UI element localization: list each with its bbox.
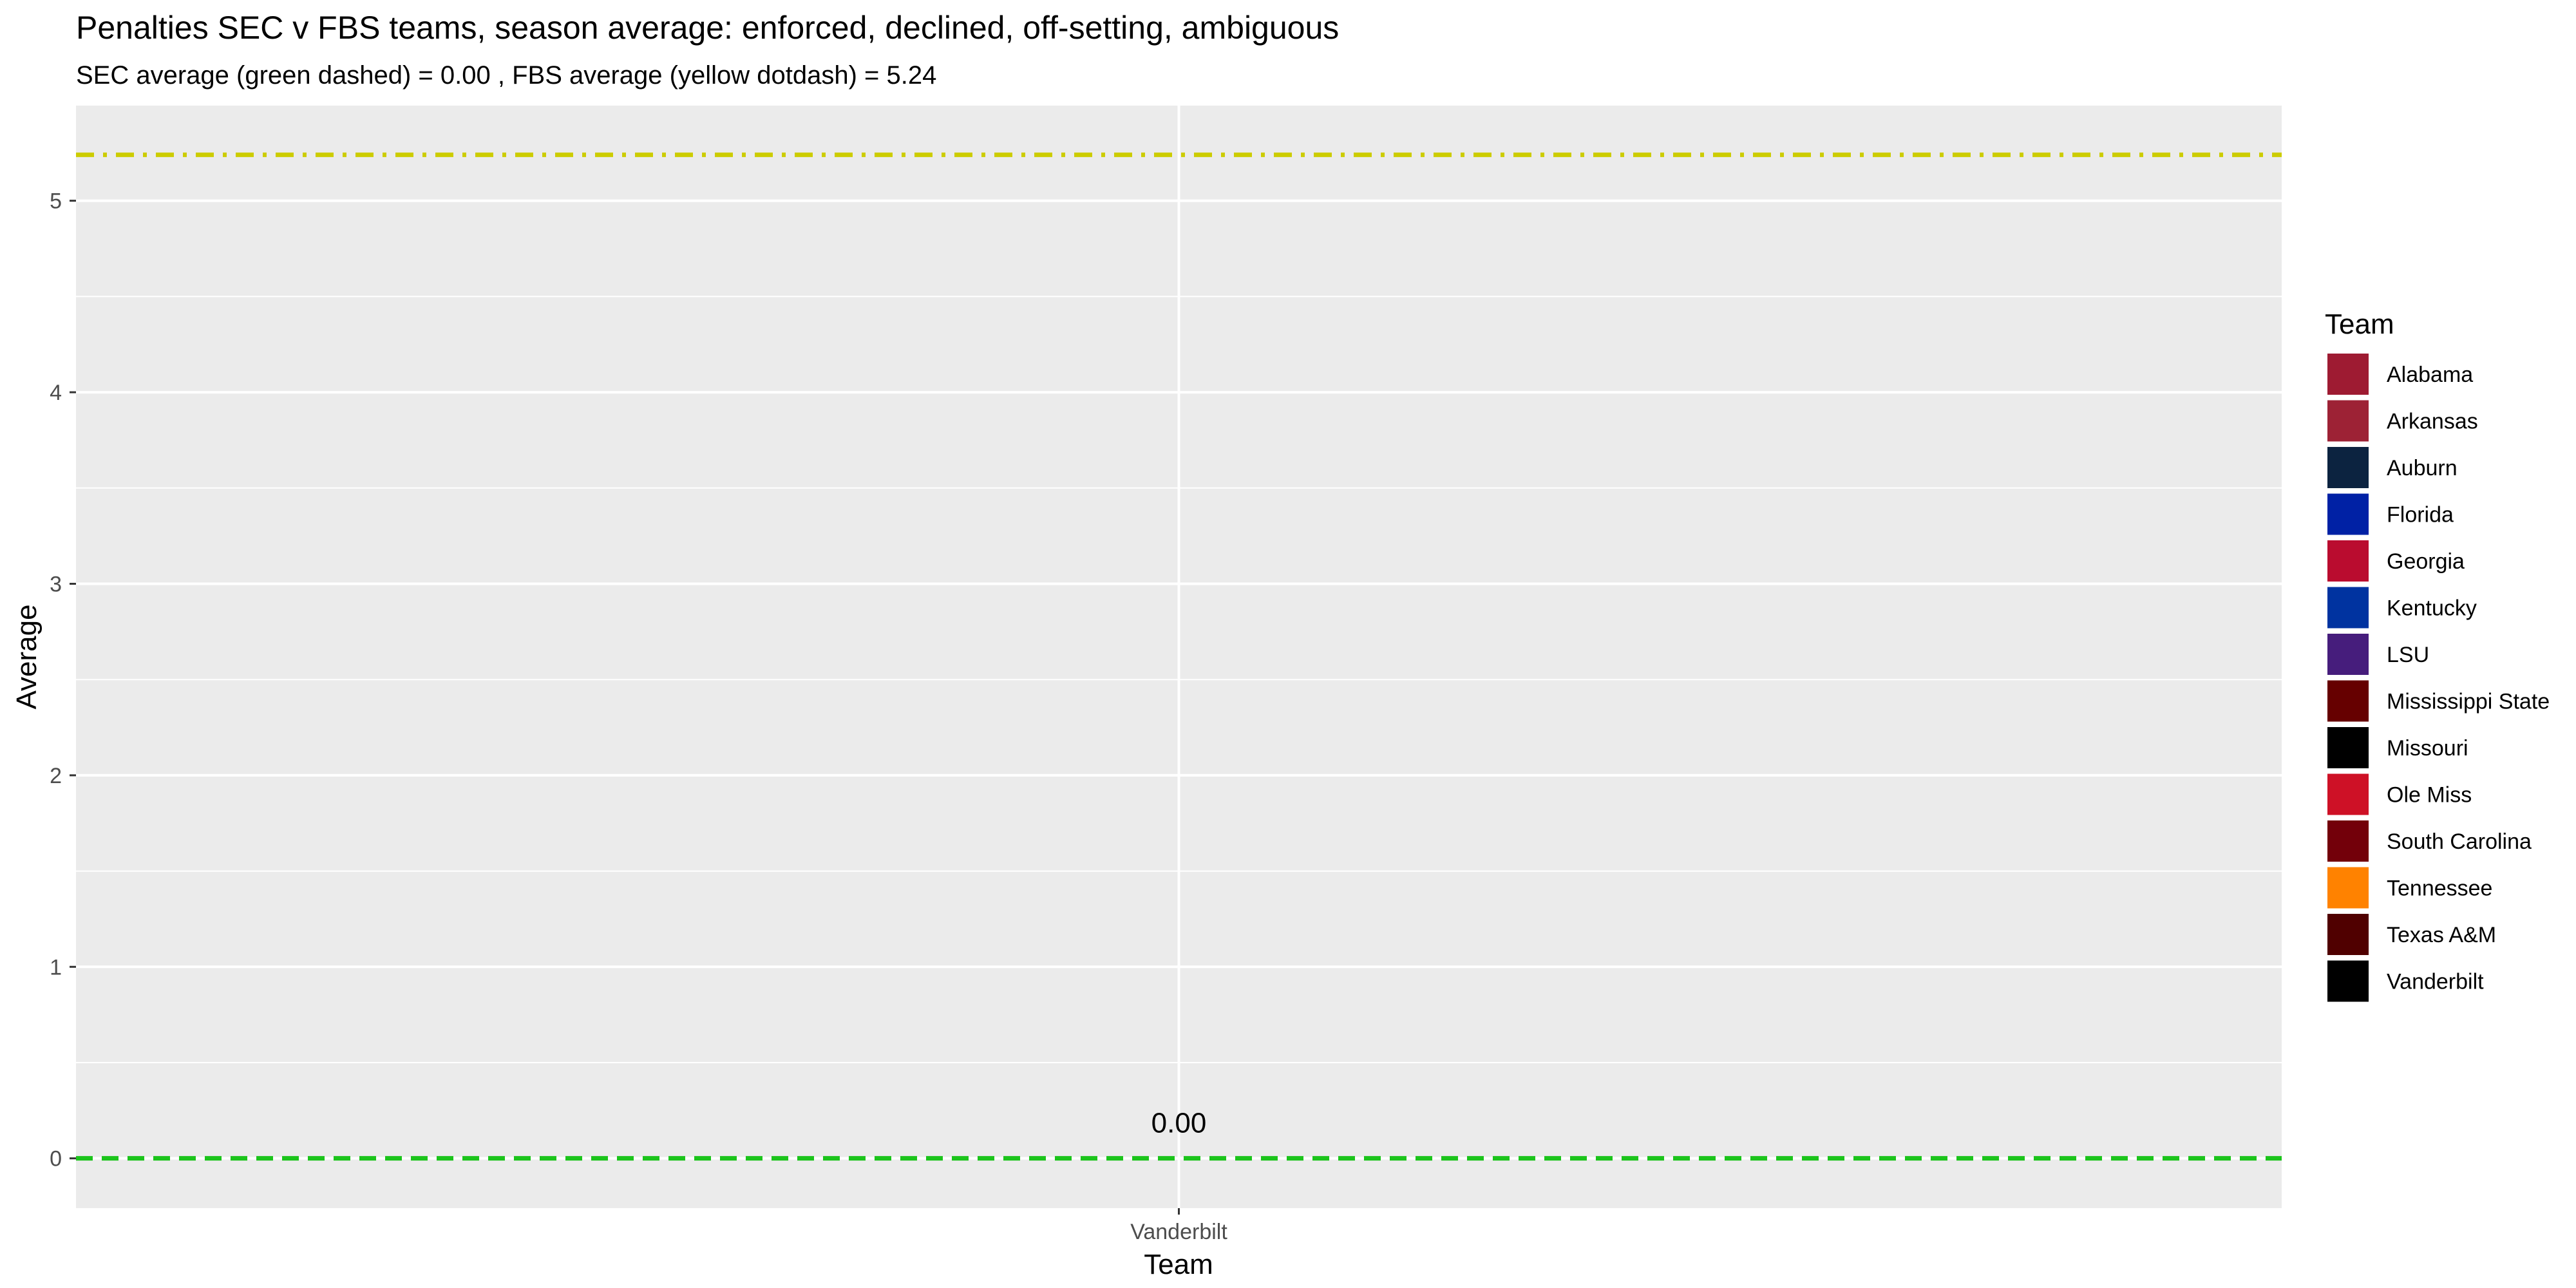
x-tick-label: Vanderbilt <box>1130 1220 1227 1244</box>
legend-key-lsu <box>2326 632 2370 676</box>
y-tick-label: 2 <box>50 764 62 788</box>
legend-label-missouri: Missouri <box>2387 736 2468 761</box>
data-labels: 0.00 <box>1151 1108 1207 1139</box>
legend-key-missouri <box>2326 726 2370 770</box>
legend-label-auburn: Auburn <box>2387 456 2458 480</box>
y-axis-title: Average <box>11 604 43 709</box>
legend-label-alabama: Alabama <box>2387 363 2473 387</box>
legend-key-mississippi-state <box>2326 679 2370 723</box>
legend-title: Team <box>2325 308 2394 340</box>
x-axis-title: Team <box>1144 1249 1213 1280</box>
chart-title: Penalties SEC v FBS teams, season averag… <box>76 10 1339 46</box>
legend-key-ole-miss <box>2326 772 2370 817</box>
legend: Alabama Arkansas Auburn Florida Georgia Kentu… <box>2326 352 2550 1003</box>
legend-key-auburn <box>2326 446 2370 489</box>
legend-label-south-carolina: South Carolina <box>2387 829 2532 854</box>
legend-label-tennessee: Tennessee <box>2387 876 2492 901</box>
y-tick-label: 3 <box>50 572 62 596</box>
legend-key-vanderbilt <box>2326 959 2370 1003</box>
legend-key-alabama <box>2326 352 2370 396</box>
legend-key-florida <box>2326 492 2370 536</box>
legend-label-florida: Florida <box>2387 503 2454 527</box>
legend-label-arkansas: Arkansas <box>2387 410 2478 434</box>
legend-label-georgia: Georgia <box>2387 549 2465 574</box>
legend-key-tennessee <box>2326 866 2370 910</box>
grid-lines <box>76 104 2282 1208</box>
y-tick-label: 4 <box>50 381 62 405</box>
y-tick-label: 1 <box>50 955 62 980</box>
legend-label-kentucky: Kentucky <box>2387 596 2477 621</box>
legend-label-lsu: LSU <box>2387 643 2429 667</box>
x-axis: Vanderbilt <box>1130 1208 1227 1244</box>
y-tick-label: 0 <box>50 1147 62 1171</box>
legend-key-kentucky <box>2326 585 2370 630</box>
data-label: 0.00 <box>1151 1108 1207 1139</box>
y-tick-label: 5 <box>50 189 62 214</box>
legend-key-texas-a-m <box>2326 913 2370 956</box>
legend-label-mississippi-state: Mississippi State <box>2387 690 2550 714</box>
legend-key-south-carolina <box>2326 819 2370 863</box>
legend-label-texas-a-m: Texas A&M <box>2387 923 2496 947</box>
y-axis: 0 1 2 3 4 5 <box>50 189 76 1171</box>
legend-label-vanderbilt: Vanderbilt <box>2387 970 2484 994</box>
legend-label-ole-miss: Ole Miss <box>2387 783 2472 808</box>
reference-lines <box>76 152 2282 1161</box>
legend-key-arkansas <box>2326 399 2370 443</box>
legend-key-georgia <box>2326 539 2370 583</box>
chart-subtitle: SEC average (green dashed) = 0.00 , FBS … <box>76 61 936 90</box>
